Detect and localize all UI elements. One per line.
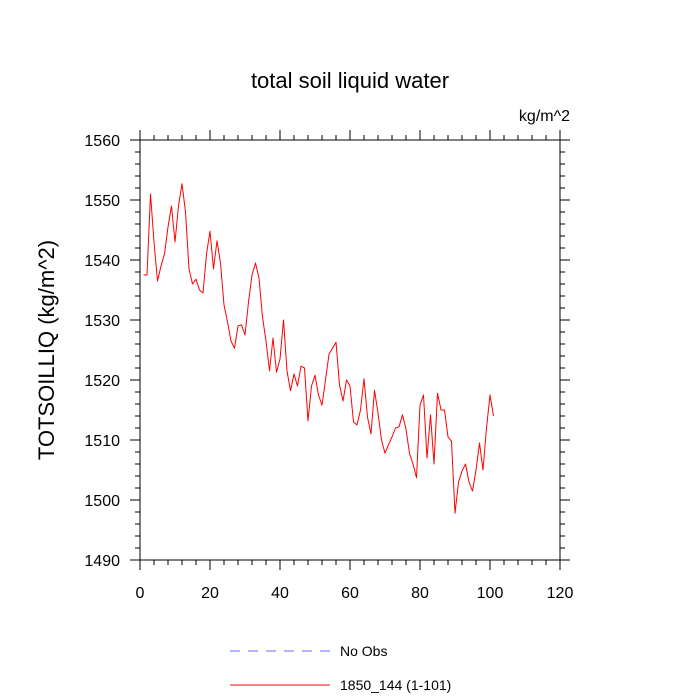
y-tick-label: 1520 (84, 373, 120, 390)
x-tick-label: 100 (477, 585, 504, 602)
x-tick-label: 60 (341, 585, 359, 602)
legend-lines (230, 650, 330, 686)
chart-title: total soil liquid water (250, 68, 450, 93)
y-tick-label: 1530 (84, 313, 120, 330)
y-tick-label: 1510 (84, 433, 120, 450)
y-tick-label: 1500 (84, 493, 120, 510)
y-axis-label: TOTSOILLIQ (kg/m^2) (34, 239, 59, 461)
x-tick-label: 20 (201, 585, 219, 602)
y-tick-label: 1550 (84, 193, 120, 210)
tick-labels: 0 20 40 60 80 100 120 1490 1500 1510 1520 1530 1540 1… (84, 133, 573, 602)
axis-ticks (130, 130, 570, 570)
y-tick-label: 1560 (84, 133, 120, 150)
x-tick-label: 40 (271, 585, 289, 602)
x-tick-label: 120 (547, 585, 574, 602)
y-tick-label: 1490 (84, 553, 120, 570)
legend-label-model: 1850_144 (1-101) (340, 677, 452, 693)
x-tick-label: 80 (411, 585, 429, 602)
x-tick-label: 0 (136, 585, 145, 602)
plot-frame (139, 139, 561, 561)
series-group (143, 183, 494, 514)
series-line (143, 183, 494, 514)
units-label: kg/m^2 (518, 108, 570, 125)
y-tick-label: 1540 (84, 253, 120, 270)
legend-label-obs: No Obs (340, 643, 388, 659)
